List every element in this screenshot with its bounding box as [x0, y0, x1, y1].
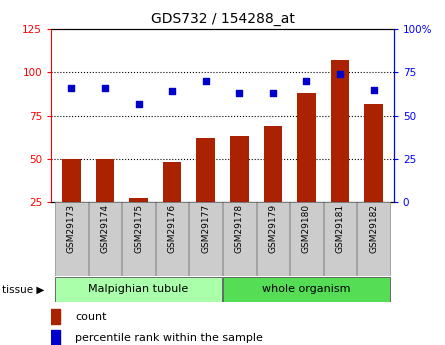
- Bar: [51, 330, 61, 345]
- Bar: [55, 202, 88, 276]
- Point: [68, 85, 75, 91]
- Text: GSM29174: GSM29174: [101, 204, 109, 253]
- Bar: [55, 277, 222, 302]
- Text: GSM29176: GSM29176: [168, 204, 177, 253]
- Bar: [230, 136, 249, 245]
- Text: Malpighian tubule: Malpighian tubule: [89, 285, 189, 294]
- Point: [101, 85, 109, 91]
- Bar: [163, 162, 182, 245]
- Bar: [297, 93, 316, 245]
- Point: [303, 78, 310, 84]
- Point: [135, 101, 142, 106]
- Bar: [156, 202, 188, 276]
- Text: count: count: [75, 312, 107, 322]
- Text: GSM29177: GSM29177: [201, 204, 210, 253]
- Bar: [190, 202, 222, 276]
- Bar: [364, 104, 383, 245]
- Text: GSM29179: GSM29179: [268, 204, 277, 253]
- Bar: [331, 60, 349, 245]
- Bar: [89, 202, 121, 276]
- Point: [236, 90, 243, 96]
- Text: tissue ▶: tissue ▶: [2, 285, 44, 294]
- Bar: [357, 202, 390, 276]
- Point: [336, 71, 344, 77]
- Bar: [129, 198, 148, 245]
- Bar: [122, 202, 155, 276]
- Text: GSM29178: GSM29178: [235, 204, 244, 253]
- Point: [269, 90, 276, 96]
- Bar: [223, 202, 255, 276]
- Text: percentile rank within the sample: percentile rank within the sample: [75, 333, 263, 343]
- Text: GSM29180: GSM29180: [302, 204, 311, 253]
- Bar: [324, 202, 356, 276]
- Title: GDS732 / 154288_at: GDS732 / 154288_at: [150, 11, 295, 26]
- Text: GSM29175: GSM29175: [134, 204, 143, 253]
- Bar: [96, 159, 114, 245]
- Bar: [196, 138, 215, 245]
- Point: [370, 87, 377, 92]
- Bar: [51, 309, 61, 324]
- Point: [202, 78, 209, 84]
- Point: [169, 89, 176, 94]
- Text: GSM29182: GSM29182: [369, 204, 378, 253]
- Text: GSM29181: GSM29181: [336, 204, 344, 253]
- Bar: [62, 159, 81, 245]
- Bar: [257, 202, 289, 276]
- Text: whole organism: whole organism: [262, 285, 351, 294]
- Bar: [263, 126, 282, 245]
- Bar: [290, 202, 323, 276]
- Text: GSM29173: GSM29173: [67, 204, 76, 253]
- Bar: [223, 277, 390, 302]
